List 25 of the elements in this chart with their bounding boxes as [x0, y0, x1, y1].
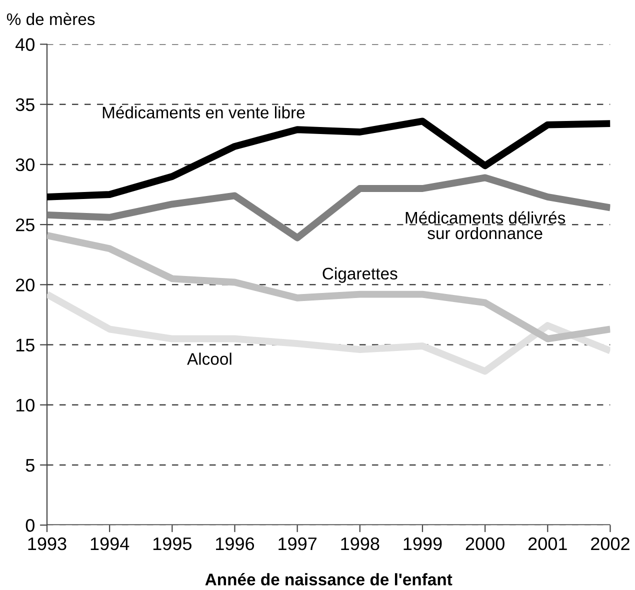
y-tick-label: 10 [16, 398, 34, 412]
y-tick-label: 25 [16, 218, 34, 232]
x-tick-label: 2001 [528, 537, 567, 550]
y-tick-label: 40 [16, 38, 34, 51]
x-tick-label: 1993 [28, 537, 66, 550]
x-tick-label: 2000 [466, 537, 504, 550]
series-label: Cigarettes [322, 267, 398, 283]
x-tick-label: 1999 [404, 537, 442, 550]
series-label: Médicaments en vente libre [102, 106, 305, 118]
x-tick-label: 1994 [90, 537, 130, 550]
x-tick-label: 1998 [341, 537, 380, 550]
x-tick-label: 1996 [216, 537, 254, 550]
y-tick-label: 15 [16, 338, 34, 352]
y-tick-label: 20 [16, 278, 34, 292]
y-tick-label: 0 [26, 519, 34, 532]
y-tick-label: 5 [26, 459, 34, 472]
y-tick-label: 35 [16, 98, 34, 112]
x-tick-label: 1995 [153, 537, 192, 550]
series-label: Médicaments délivrés sur ordonnance [406, 211, 566, 240]
x-tick-label: 2002 [591, 537, 630, 550]
x-tick-label: 1997 [278, 537, 316, 550]
series-label: Alcool [187, 352, 232, 365]
y-tick-label: 30 [16, 158, 34, 172]
y-axis-title: % de mères [6, 12, 95, 26]
x-axis-title: Année de naissance de l'enfant [205, 573, 452, 586]
